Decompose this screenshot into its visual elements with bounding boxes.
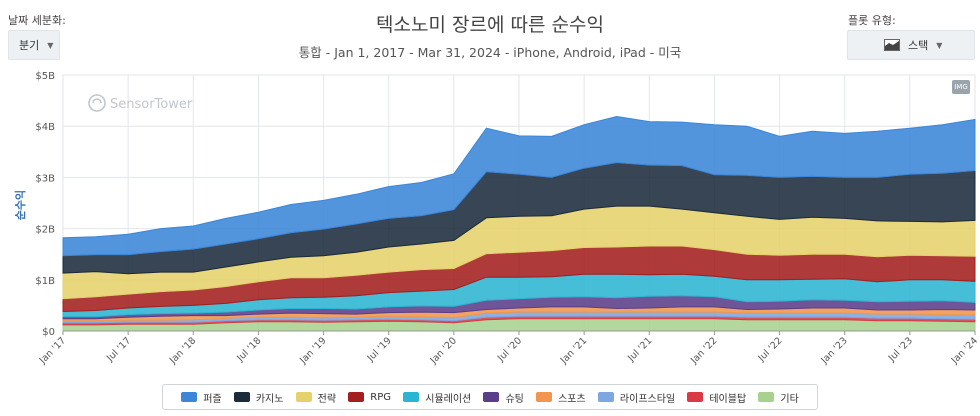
legend-swatch [348, 392, 365, 402]
legend-label: 전략 [317, 393, 337, 405]
chevron-down-icon: ▼ [47, 40, 54, 50]
y-tick-label: $2B [35, 225, 55, 236]
legend: 퍼즐 카지노 전략 RPG 시뮬레이션 슈팅 스포츠 라이프스타일 테이블탑 기타 [162, 384, 818, 410]
legend-label: 라이프스타일 [619, 393, 676, 405]
legend-swatch [233, 392, 250, 402]
watermark-text: SensorTower [110, 97, 193, 112]
legend-item[interactable]: 기타 [758, 390, 799, 405]
legend-swatch [687, 392, 704, 402]
y-tick-label: $0 [42, 327, 55, 338]
x-tick-label: Jul '18 [234, 335, 263, 364]
y-tick-label: $5B [35, 71, 55, 82]
area-layer [62, 115, 976, 332]
chart-title: 텍소노미 장르에 따른 순수익 [376, 14, 604, 36]
x-tick-label: Jul '20 [495, 335, 524, 364]
legend-swatch [181, 392, 198, 402]
legend-swatch [597, 392, 614, 402]
granularity-label: 날짜 세분화: [8, 14, 66, 27]
chart-type-dropdown[interactable]: 스택 ▼ [847, 30, 975, 60]
x-tick-label: Jul '17 [104, 335, 133, 364]
x-tick-label: Jul '19 [365, 335, 394, 364]
legend-label: 슈팅 [505, 393, 524, 405]
x-tick-label: Jan '21 [558, 335, 589, 366]
legend-item[interactable]: 슈팅 [483, 390, 524, 405]
legend-label: 테이블탑 [709, 393, 747, 405]
legend-item[interactable]: RPG [348, 392, 391, 403]
x-tick-label: Jan '17 [37, 335, 68, 366]
legend-label: 시뮬레이션 [425, 393, 472, 405]
chevron-down-icon: ▼ [936, 40, 943, 50]
x-tick-label: Jan '19 [297, 335, 328, 366]
x-tick-label: Jan '23 [818, 335, 849, 366]
legend-label: 퍼즐 [203, 393, 222, 405]
x-tick-label: Jan '22 [688, 335, 719, 366]
x-tick-label: Jan '20 [428, 335, 459, 366]
chart-type-label: 플롯 유형: [848, 14, 896, 27]
legend-item[interactable]: 스포츠 [536, 390, 586, 405]
granularity-dropdown[interactable]: 분기 ▼ [8, 30, 60, 60]
x-tick-label: Jul '22 [756, 335, 785, 364]
y-tick-label: $4B [35, 122, 55, 133]
x-tick-label: Jan '18 [167, 335, 198, 366]
legend-swatch [403, 392, 420, 402]
legend-item[interactable]: 테이블탑 [687, 390, 746, 405]
legend-swatch [536, 392, 553, 402]
area-chart-icon [884, 39, 900, 51]
legend-item[interactable]: 시뮬레이션 [403, 390, 471, 405]
image-export-icon[interactable]: IMG [952, 80, 970, 94]
granularity-value: 분기 [19, 39, 40, 52]
legend-label: 카지노 [255, 393, 284, 405]
sensortower-logo-arc [92, 98, 102, 104]
legend-swatch [483, 392, 500, 402]
legend-swatch [295, 392, 312, 402]
legend-item[interactable]: 전략 [295, 390, 337, 405]
legend-label: 스포츠 [558, 393, 586, 405]
legend-item[interactable]: 라이프스타일 [597, 390, 676, 405]
sensortower-logo-icon [88, 94, 106, 112]
legend-label: 기타 [780, 393, 799, 405]
x-tick-label: Jul '21 [625, 335, 654, 364]
x-tick-label: Jan '24 [949, 335, 980, 366]
area-series-퍼즐 [62, 115, 976, 257]
legend-label: RPG [370, 391, 392, 403]
chart-type-value: 스택 [908, 39, 929, 52]
legend-item[interactable]: 카지노 [233, 390, 284, 405]
y-axis-label: 순수익 [14, 190, 27, 220]
y-tick-label: $3B [35, 173, 55, 184]
x-tick-label: Jul '23 [886, 335, 915, 364]
legend-swatch [758, 392, 775, 402]
legend-item[interactable]: 퍼즐 [181, 390, 222, 405]
sensortower-watermark: SensorTower [88, 94, 193, 112]
y-tick-label: $1B [35, 276, 55, 287]
chart-subtitle: 통합 - Jan 1, 2017 - Mar 31, 2024 - iPhone… [298, 45, 682, 60]
